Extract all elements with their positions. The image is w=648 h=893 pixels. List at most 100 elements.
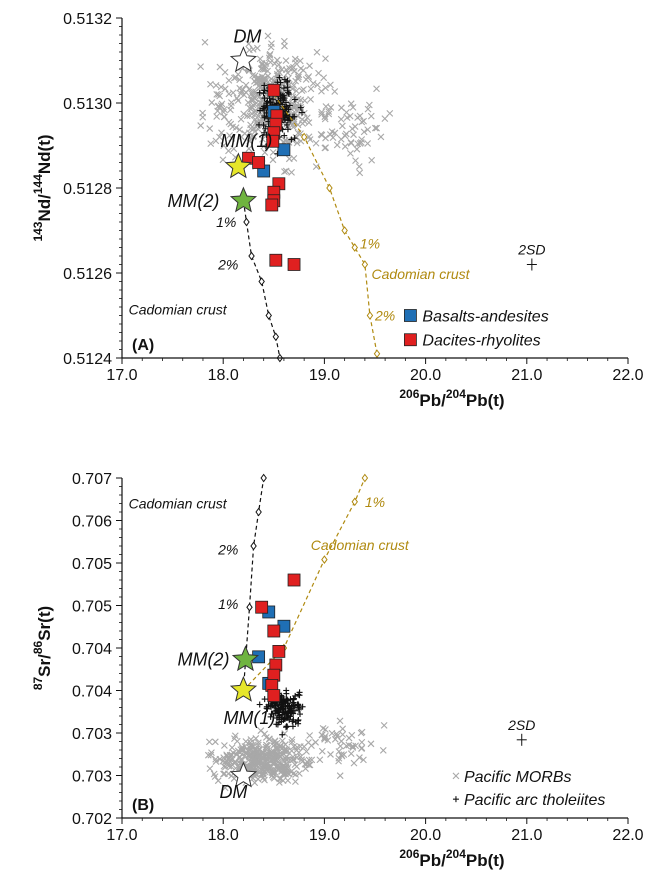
morb-point — [338, 751, 345, 759]
cross-stroke — [221, 85, 229, 93]
arc-point — [276, 712, 283, 719]
cross-stroke — [262, 761, 270, 769]
cross-stroke — [280, 37, 288, 45]
morb-point — [245, 46, 253, 54]
morb-point — [229, 89, 237, 97]
morb-point — [240, 110, 248, 118]
arc-point — [256, 701, 263, 708]
morb-point — [264, 32, 272, 40]
morb-point — [225, 76, 233, 84]
cross-stroke — [337, 737, 345, 745]
y-axis-label: 87Sr/86Sr(t) — [31, 606, 54, 690]
morb-point — [291, 55, 299, 63]
morb-point — [290, 67, 298, 75]
cross-stroke — [342, 742, 350, 750]
cross-stroke — [217, 83, 225, 91]
arc-point — [297, 104, 304, 111]
morb-point — [260, 774, 267, 782]
cross-stroke — [321, 732, 329, 740]
cross-stroke — [309, 79, 317, 87]
morb-point — [343, 109, 350, 116]
cross-stroke — [284, 763, 292, 771]
x-tick-label: 21.0 — [511, 827, 542, 844]
cross-stroke — [295, 770, 303, 777]
x-tick-label: 20.0 — [410, 827, 441, 844]
arc-point — [283, 121, 290, 128]
morb-point — [379, 746, 387, 754]
cross-stroke — [290, 154, 298, 162]
dacite-square — [255, 600, 269, 614]
cross-stroke — [226, 132, 233, 139]
cross-stroke — [292, 87, 300, 95]
morb-point — [365, 101, 373, 109]
cross-stroke — [257, 99, 265, 107]
x-tick-label: 18.0 — [208, 827, 239, 844]
cross-stroke — [284, 777, 292, 784]
mixing-tick-marker — [373, 349, 381, 359]
morb-point — [251, 72, 259, 80]
cross-stroke — [345, 741, 353, 749]
cross-stroke — [272, 751, 280, 759]
cross-stroke — [206, 765, 214, 773]
morb-point — [226, 132, 233, 139]
cross-stroke — [270, 774, 278, 782]
x-axis-label: 206Pb/204Pb(t) — [399, 387, 504, 410]
cross-stroke — [339, 122, 346, 130]
morb-point — [238, 743, 246, 751]
morb-point — [268, 40, 275, 47]
cross-stroke — [247, 736, 255, 743]
dacite-square — [269, 253, 283, 267]
cross-stroke — [228, 744, 236, 751]
morb-point — [307, 85, 315, 93]
legend-label: Pacific MORBs — [464, 769, 572, 786]
morb-point — [232, 124, 240, 132]
x-tick-label: 18.0 — [208, 367, 239, 384]
cross-stroke — [270, 78, 278, 85]
morb-point — [358, 728, 366, 736]
cross-stroke — [337, 115, 345, 123]
cross-stroke — [377, 133, 385, 141]
cross-stroke — [270, 756, 277, 764]
morb-point — [258, 748, 266, 756]
legend-symbol-morb — [452, 772, 460, 780]
dacite-square — [272, 645, 286, 658]
morb-point — [220, 762, 228, 770]
arc-point — [284, 77, 291, 84]
cross-stroke — [347, 100, 355, 108]
morb-point — [293, 763, 301, 770]
cross-stroke — [253, 762, 261, 770]
morb-point — [313, 48, 321, 56]
morb-point — [247, 736, 255, 743]
cross-stroke — [291, 55, 299, 63]
cross-stroke — [246, 747, 254, 754]
cross-stroke — [347, 750, 355, 757]
mixing-curve-line — [273, 94, 378, 354]
cross-stroke — [221, 784, 229, 792]
cross-stroke — [285, 99, 293, 106]
morb-point — [309, 79, 317, 87]
mixing-tick-marker — [341, 226, 348, 235]
arc-point — [296, 711, 303, 718]
two-sd-label: 2SD — [517, 242, 545, 258]
morb-point — [281, 168, 288, 175]
cross-stroke — [298, 756, 306, 764]
cross-stroke — [229, 749, 237, 757]
arc-point — [279, 731, 286, 738]
cross-stroke — [322, 144, 330, 152]
legend-swatch-dacite — [404, 333, 417, 347]
cross-stroke — [245, 145, 253, 153]
cross-stroke — [279, 771, 287, 778]
morb-point — [215, 91, 222, 98]
arc-point — [262, 125, 269, 132]
dacite-square — [267, 83, 281, 97]
y-tick-label: 0.703 — [72, 769, 112, 786]
cross-stroke — [347, 149, 354, 157]
cross-stroke — [261, 730, 269, 738]
cross-stroke — [331, 735, 339, 743]
morb-point — [258, 754, 266, 762]
mixing-tick-marker — [243, 217, 250, 227]
morb-point — [248, 104, 256, 112]
morb-point — [273, 56, 281, 64]
cross-stroke — [380, 722, 388, 729]
morb-point — [305, 119, 313, 127]
